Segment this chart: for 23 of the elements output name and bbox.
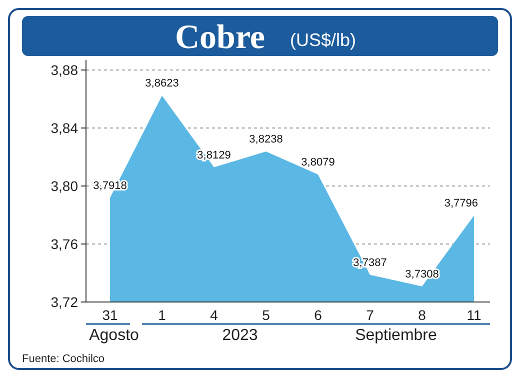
chart-title: Cobre <box>174 19 266 56</box>
y-tick-label: 3,84 <box>50 120 78 136</box>
chart-subtitle: (US$/lb) <box>290 30 356 50</box>
data-label: 3,8079 <box>301 156 335 169</box>
x-tick-label: 8 <box>418 307 426 323</box>
x-tick-label: 11 <box>466 307 482 323</box>
text: 2023 <box>222 327 258 344</box>
x-tick-label: 7 <box>366 307 374 323</box>
text: Septiembre <box>355 327 438 344</box>
data-label: 3,8238 <box>249 133 283 146</box>
data-label: 3,7796 <box>444 198 478 210</box>
y-tick-label: 3,72 <box>50 294 78 310</box>
y-tick-label: 3,76 <box>50 236 78 252</box>
text: Agosto <box>89 327 140 344</box>
x-tick-label: 6 <box>314 307 322 323</box>
x-tick-label: 4 <box>210 307 218 323</box>
y-tick-label: 3,80 <box>50 178 78 194</box>
x-tick-label: 1 <box>158 307 166 323</box>
x-tick-label: 5 <box>262 307 270 323</box>
y-tick-label: 3,88 <box>50 62 78 78</box>
source-note: Fuente: Cochilco <box>22 353 105 365</box>
x-tick-label: 31 <box>102 307 118 323</box>
data-label: 3,8623 <box>145 78 179 90</box>
